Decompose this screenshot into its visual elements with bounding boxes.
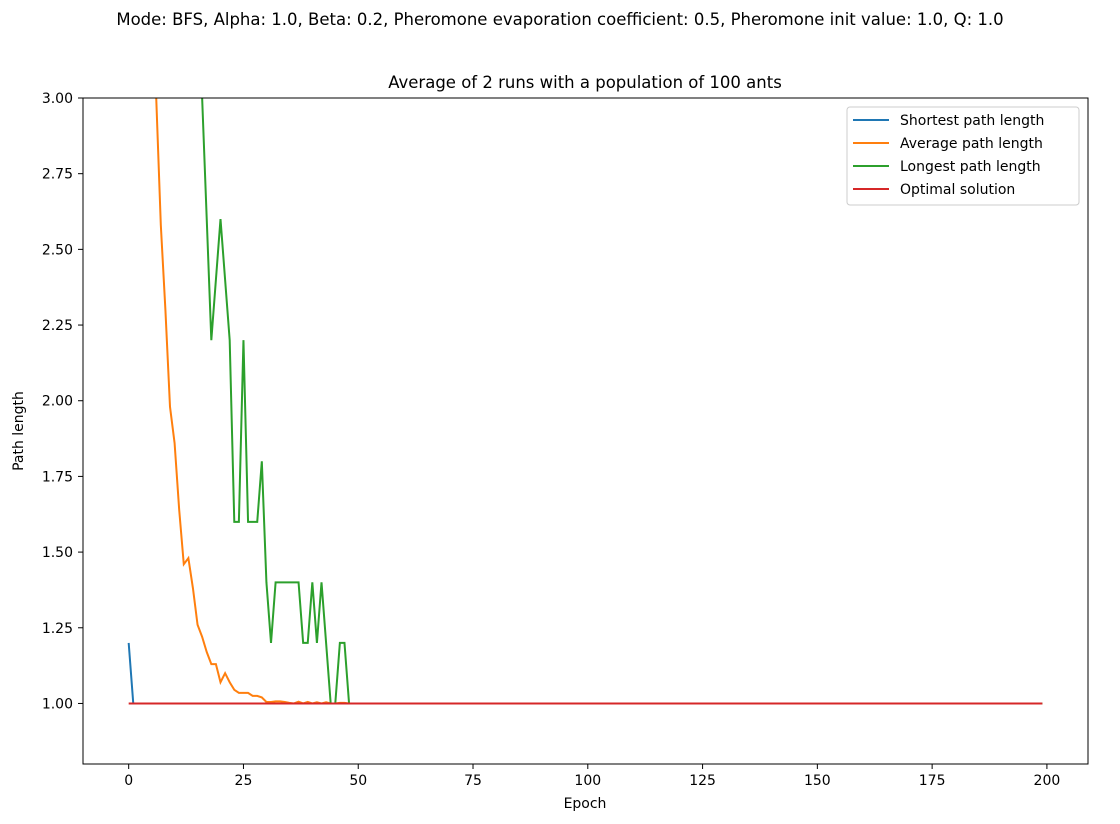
y-tick-label: 2.25 [42, 318, 73, 334]
legend-box [846, 106, 1080, 206]
series-line-longest-path-length [201, 98, 1043, 705]
x-tick-label: 50 [349, 773, 367, 789]
y-tick-label: 1.00 [42, 696, 73, 712]
x-tick-label: 100 [574, 773, 601, 789]
legend-label-optimal-solution: Optimal solution [900, 182, 1015, 198]
x-tick-label: 75 [464, 773, 482, 789]
x-tick-label: 25 [235, 773, 253, 789]
y-axis-label: Path length [11, 391, 27, 471]
figure-suptitle: Mode: BFS, Alpha: 1.0, Beta: 0.2, Pherom… [116, 10, 1004, 29]
legend-label-average-path-length: Average path length [900, 136, 1043, 152]
y-tick-label: 1.25 [42, 621, 73, 637]
y-tick-label: 1.50 [42, 545, 73, 561]
x-tick-label: 200 [1034, 773, 1061, 789]
y-tick-label: 2.75 [42, 167, 73, 183]
y-tick-label: 1.75 [42, 469, 73, 485]
legend-label-longest-path-length: Longest path length [900, 159, 1041, 175]
plot-frame [82, 97, 1089, 765]
legend: Shortest path length Average path length L… [846, 106, 1080, 206]
x-tick-label: 0 [124, 773, 133, 789]
y-tick-label: 2.50 [42, 242, 73, 258]
chart-title: Average of 2 runs with a population of 1… [388, 73, 782, 92]
legend-label-shortest-path-length: Shortest path length [900, 113, 1044, 129]
x-tick-label: 125 [689, 773, 716, 789]
x-axis-label: Epoch [564, 796, 607, 812]
series-line-shortest-path-length [127, 642, 1043, 705]
x-tick-label: 150 [804, 773, 831, 789]
y-tick-label: 2.00 [42, 394, 73, 410]
y-tick-label: 3.00 [42, 91, 73, 107]
x-tick-label: 175 [919, 773, 946, 789]
